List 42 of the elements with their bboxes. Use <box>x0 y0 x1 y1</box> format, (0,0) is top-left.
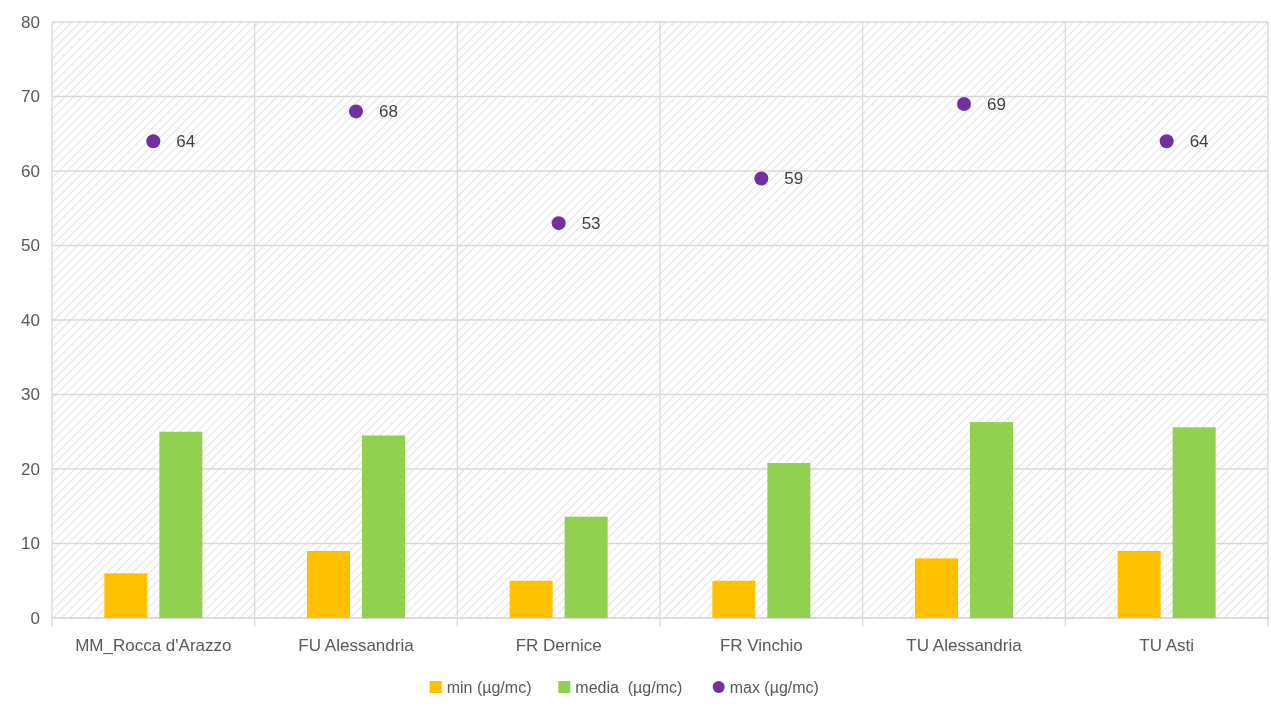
data-label: 53 <box>581 214 601 234</box>
y-tick-label: 20 <box>21 459 40 479</box>
y-tick-label: 80 <box>21 12 40 32</box>
x-tick-label: FR Vinchio <box>719 636 803 655</box>
legend-label: max (µg/mc) <box>729 679 819 696</box>
bar <box>362 435 405 618</box>
point <box>957 96 971 111</box>
bar <box>307 550 350 618</box>
bar <box>159 431 203 618</box>
legend-label: media (µg/mc) <box>575 679 683 696</box>
bar <box>1172 427 1216 618</box>
bar <box>1117 550 1161 618</box>
x-tick-label: TU Alessandria <box>906 636 1023 655</box>
data-label: 69 <box>987 94 1006 114</box>
y-tick-label: 50 <box>21 236 40 256</box>
data-label: 64 <box>176 132 196 152</box>
bar <box>104 573 148 618</box>
data-label: 59 <box>784 169 804 189</box>
bar <box>767 463 811 618</box>
bar <box>915 558 958 618</box>
y-tick-label: 60 <box>21 161 40 181</box>
y-tick-label: 0 <box>30 608 40 628</box>
bar <box>564 516 608 618</box>
point <box>349 104 363 119</box>
point <box>754 171 769 186</box>
y-tick-label: 10 <box>21 534 40 554</box>
bar <box>509 580 553 618</box>
x-tick-label: FU Alessandria <box>298 636 415 655</box>
y-tick-label: 40 <box>21 310 40 330</box>
y-tick-label: 30 <box>21 385 40 405</box>
data-label: 64 <box>1189 132 1209 152</box>
legend-label: min (µg/mc) <box>446 679 532 696</box>
point <box>1159 134 1174 149</box>
data-label: 68 <box>379 102 398 122</box>
x-tick-label: MM_Rocca d'Arazzo <box>75 636 232 655</box>
point <box>551 216 566 231</box>
bar <box>712 580 756 618</box>
y-tick-label: 70 <box>21 87 40 107</box>
bar <box>970 422 1013 618</box>
x-tick-label: FR Dernice <box>515 636 602 655</box>
point <box>146 134 161 149</box>
x-tick-label: TU Asti <box>1139 636 1195 655</box>
